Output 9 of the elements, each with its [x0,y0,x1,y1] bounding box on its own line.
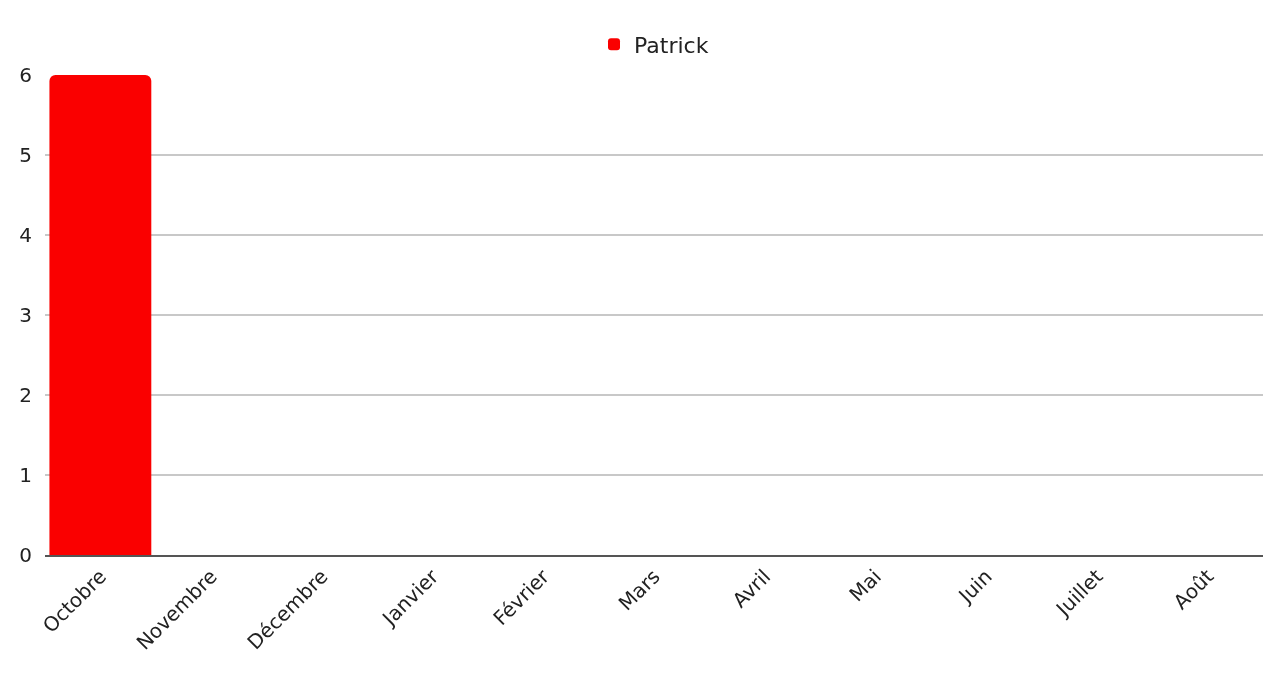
y-tick-label: 2 [19,383,32,407]
y-tick-label: 4 [19,223,32,247]
x-tick-label: Mai [844,564,887,607]
legend-label: Patrick [634,32,709,58]
y-tick-label: 3 [19,303,32,327]
y-tick-label: 1 [19,463,32,487]
y-tick-label: 5 [19,143,32,167]
y-tick-label: 0 [19,543,32,567]
y-tick-label: 6 [19,63,32,87]
